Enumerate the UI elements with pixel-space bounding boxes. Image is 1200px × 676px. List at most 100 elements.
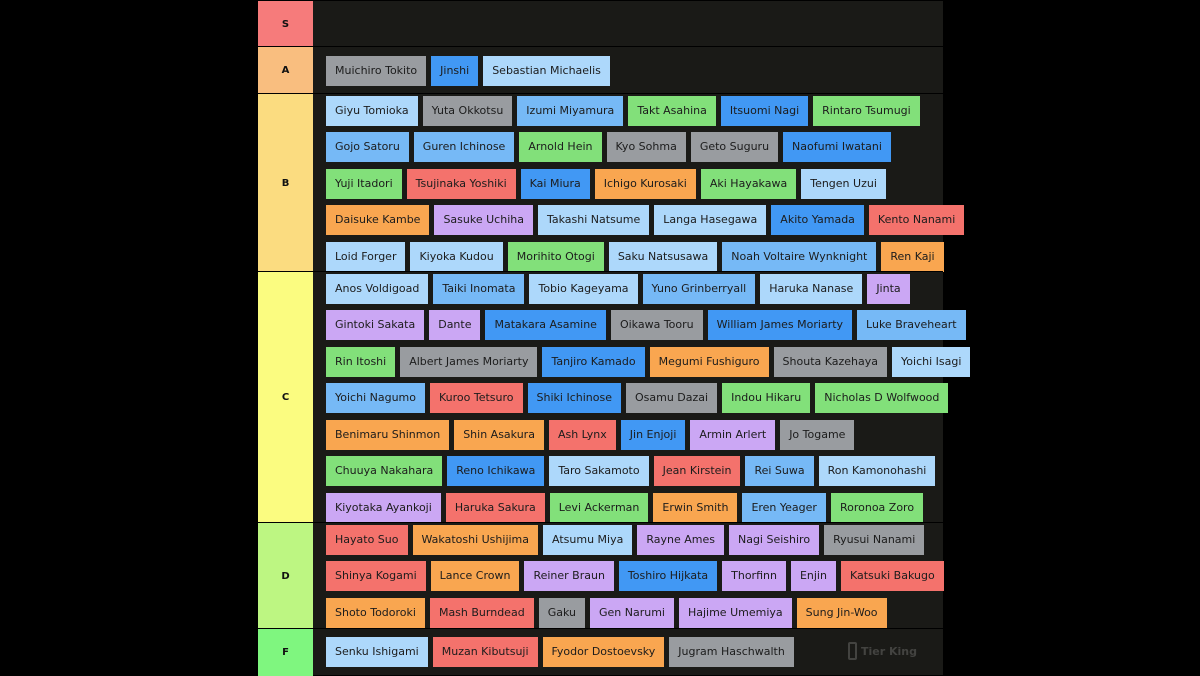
character-chip[interactable]: Jean Kirstein: [653, 456, 741, 486]
character-chip[interactable]: Yoichi Isagi: [892, 347, 971, 377]
character-chip[interactable]: Muichiro Tokito: [326, 56, 427, 86]
character-chip[interactable]: Izumi Miyamura: [517, 96, 624, 126]
character-chip[interactable]: Kento Nanami: [868, 205, 965, 235]
character-chip[interactable]: Haruka Nanase: [760, 274, 863, 304]
character-chip[interactable]: Tobio Kageyama: [529, 274, 638, 304]
character-chip[interactable]: Jinta: [867, 274, 910, 304]
character-chip[interactable]: Erwin Smith: [653, 493, 738, 523]
character-chip[interactable]: Giyu Tomioka: [326, 96, 418, 126]
character-chip[interactable]: Shinya Kogami: [326, 561, 426, 591]
character-chip[interactable]: Hayato Suo: [326, 525, 408, 555]
character-chip[interactable]: Gen Narumi: [589, 598, 674, 628]
character-chip[interactable]: Itsuomi Nagi: [720, 96, 809, 126]
tier-label-s[interactable]: S: [258, 1, 313, 47]
tier-label-a[interactable]: A: [258, 47, 313, 94]
character-chip[interactable]: Nagi Seishiro: [728, 525, 820, 555]
character-chip[interactable]: Tsujinaka Yoshiki: [406, 169, 516, 199]
tier-label-c[interactable]: C: [258, 272, 313, 523]
character-chip[interactable]: Muzan Kibutsuji: [432, 637, 538, 667]
character-chip[interactable]: Tanjiro Kamado: [542, 347, 645, 377]
character-chip[interactable]: Chuuya Nakahara: [326, 456, 443, 486]
character-chip[interactable]: Kiyoka Kudou: [410, 242, 503, 272]
character-chip[interactable]: Rintaro Tsumugi: [813, 96, 920, 126]
character-chip[interactable]: Taiki Inomata: [433, 274, 525, 304]
character-chip[interactable]: Geto Suguru: [690, 132, 779, 162]
character-chip[interactable]: Kuroo Tetsuro: [430, 383, 523, 413]
character-chip[interactable]: Kyo Sohma: [606, 132, 686, 162]
character-chip[interactable]: Megumi Fushiguro: [649, 347, 769, 377]
character-chip[interactable]: Albert James Moriarty: [400, 347, 538, 377]
tier-items-d[interactable]: Hayato Suo Wakatoshi Ushijima Atsumu Miya R…: [313, 523, 944, 629]
character-chip[interactable]: William James Moriarty: [707, 310, 853, 340]
character-chip[interactable]: Hajime Umemiya: [678, 598, 792, 628]
character-chip[interactable]: Gaku: [538, 598, 585, 628]
character-chip[interactable]: Loid Forger: [326, 242, 406, 272]
character-chip[interactable]: Sung Jin-Woo: [796, 598, 887, 628]
tier-items-s[interactable]: [313, 1, 943, 47]
character-chip[interactable]: Senku Ishigami: [326, 637, 428, 667]
character-chip[interactable]: Yuji Itadori: [326, 169, 402, 199]
character-chip[interactable]: Dante: [429, 310, 481, 340]
character-chip[interactable]: Ren Kaji: [881, 242, 944, 272]
character-chip[interactable]: Enjin: [790, 561, 836, 591]
character-chip[interactable]: Daisuke Kambe: [326, 205, 430, 235]
character-chip[interactable]: Yuta Okkotsu: [422, 96, 513, 126]
character-chip[interactable]: Matakara Asamine: [485, 310, 606, 340]
character-chip[interactable]: Osamu Dazai: [625, 383, 718, 413]
character-chip[interactable]: Ron Kamonohashi: [818, 456, 936, 486]
character-chip[interactable]: Shin Asakura: [454, 420, 544, 450]
character-chip[interactable]: Jinshi: [431, 56, 479, 86]
character-chip[interactable]: Lance Crown: [430, 561, 520, 591]
character-chip[interactable]: Roronoa Zoro: [830, 493, 924, 523]
character-chip[interactable]: Gintoki Sakata: [326, 310, 425, 340]
character-chip[interactable]: Shiki Ichinose: [527, 383, 621, 413]
tier-label-d[interactable]: D: [258, 523, 313, 629]
character-chip[interactable]: Kai Miura: [520, 169, 590, 199]
tier-items-c[interactable]: Anos Voldigoad Taiki Inomata Tobio Kageyam…: [313, 272, 971, 523]
character-chip[interactable]: Ryusui Nanami: [824, 525, 925, 555]
character-chip[interactable]: Shouta Kazehaya: [773, 347, 888, 377]
character-chip[interactable]: Mash Burndead: [429, 598, 534, 628]
character-chip[interactable]: Oikawa Tooru: [610, 310, 703, 340]
character-chip[interactable]: Takashi Natsume: [537, 205, 650, 235]
tier-label-b[interactable]: B: [258, 94, 313, 272]
character-chip[interactable]: Yuno Grinberryall: [642, 274, 756, 304]
character-chip[interactable]: Takt Asahina: [628, 96, 716, 126]
character-chip[interactable]: Ichigo Kurosaki: [594, 169, 696, 199]
character-chip[interactable]: Shoto Todoroki: [326, 598, 425, 628]
character-chip[interactable]: Noah Voltaire Wynknight: [722, 242, 877, 272]
character-chip[interactable]: Toshiro Hijkata: [618, 561, 718, 591]
character-chip[interactable]: Arnold Hein: [519, 132, 602, 162]
character-chip[interactable]: Kiyotaka Ayankoji: [326, 493, 441, 523]
character-chip[interactable]: Akito Yamada: [771, 205, 864, 235]
character-chip[interactable]: Jugram Haschwalth: [669, 637, 794, 667]
character-chip[interactable]: Taro Sakamoto: [549, 456, 649, 486]
character-chip[interactable]: Fyodor Dostoevsky: [542, 637, 665, 667]
character-chip[interactable]: Anos Voldigoad: [326, 274, 429, 304]
character-chip[interactable]: Sasuke Uchiha: [434, 205, 533, 235]
character-chip[interactable]: Atsumu Miya: [543, 525, 633, 555]
character-chip[interactable]: Sebastian Michaelis: [483, 56, 610, 86]
character-chip[interactable]: Benimaru Shinmon: [326, 420, 450, 450]
character-chip[interactable]: Rayne Ames: [637, 525, 724, 555]
character-chip[interactable]: Yoichi Nagumo: [326, 383, 425, 413]
character-chip[interactable]: Thorfinn: [722, 561, 786, 591]
tier-label-f[interactable]: F: [258, 629, 313, 676]
character-chip[interactable]: Tengen Uzui: [801, 169, 886, 199]
character-chip[interactable]: Rin Itoshi: [326, 347, 396, 377]
character-chip[interactable]: Saku Natsusawa: [608, 242, 718, 272]
character-chip[interactable]: Armin Arlert: [690, 420, 776, 450]
tier-items-b[interactable]: Giyu Tomioka Yuta Okkotsu Izumi Miyamura Ta…: [313, 94, 965, 272]
character-chip[interactable]: Katsuki Bakugo: [840, 561, 944, 591]
character-chip[interactable]: Aki Hayakawa: [700, 169, 797, 199]
character-chip[interactable]: Luke Braveheart: [857, 310, 966, 340]
character-chip[interactable]: Eren Yeager: [742, 493, 826, 523]
character-chip[interactable]: Jo Togame: [780, 420, 855, 450]
character-chip[interactable]: Indou Hikaru: [722, 383, 811, 413]
character-chip[interactable]: Gojo Satoru: [326, 132, 409, 162]
character-chip[interactable]: Naofumi Iwatani: [783, 132, 891, 162]
tier-items-f[interactable]: Senku Ishigami Muzan Kibutsuji Fyodor Dost…: [313, 629, 943, 676]
character-chip[interactable]: Langa Hasegawa: [654, 205, 767, 235]
character-chip[interactable]: Reiner Braun: [524, 561, 614, 591]
character-chip[interactable]: Jin Enjoji: [620, 420, 686, 450]
